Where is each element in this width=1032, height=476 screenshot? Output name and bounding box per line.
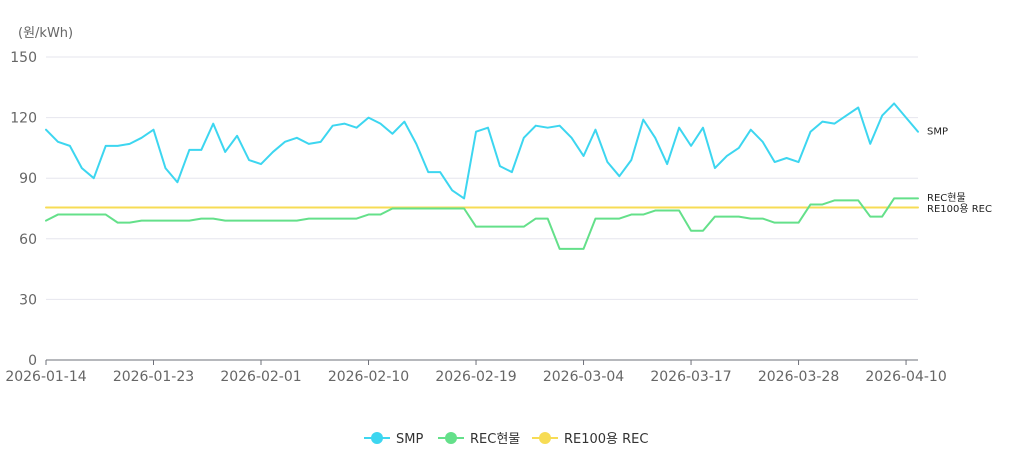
y-tick-label: 60 [19, 232, 37, 248]
legend-dot-marker [539, 432, 551, 444]
series-end-label: SMP [927, 127, 948, 138]
y-tick-label: 150 [10, 50, 37, 66]
series-lines [45, 102, 919, 250]
x-tick-label: 2026-03-17 [650, 369, 731, 385]
y-tick-label: 90 [19, 171, 37, 187]
legend-dot-marker [445, 432, 457, 444]
x-tick-label: 2026-03-28 [758, 369, 839, 385]
x-tick-label: 2026-03-04 [543, 369, 624, 385]
x-tick-label: 2026-02-19 [435, 369, 516, 385]
legend-dot-marker [371, 432, 383, 444]
x-tick-label: 2026-04-10 [865, 369, 946, 385]
legend-label: SMP [396, 432, 423, 447]
x-tick-label: 2026-01-14 [5, 369, 86, 385]
y-axis: 0 30 60 90 120 150 [10, 50, 37, 369]
x-tick-label: 2026-01-23 [113, 369, 194, 385]
legend-item[interactable]: SMP [364, 432, 423, 447]
x-tick-label: 2026-02-10 [328, 369, 409, 385]
y-axis-unit-label: (원/kWh) [18, 26, 73, 41]
x-tick-label: 2026-02-01 [220, 369, 301, 385]
y-tick-label: 30 [19, 292, 37, 308]
grid-lines [46, 56, 918, 300]
series-end-label: REC현물 [927, 192, 966, 204]
series-line-0 [45, 102, 919, 200]
series-end-label: RE100용 REC [927, 203, 992, 215]
y-tick-label: 120 [10, 111, 37, 127]
legend-item[interactable]: RE100용 REC [532, 432, 648, 447]
legend: SMP REC현물 RE100용 REC [364, 432, 648, 447]
y-tick-label: 0 [28, 353, 37, 369]
legend-label: RE100용 REC [564, 432, 648, 447]
legend-item[interactable]: REC현물 [438, 432, 520, 447]
legend-label: REC현물 [470, 432, 520, 447]
x-axis: 2026-01-14 2026-01-23 2026-02-01 2026-02-10… [5, 359, 947, 385]
series-line-1 [45, 197, 919, 250]
